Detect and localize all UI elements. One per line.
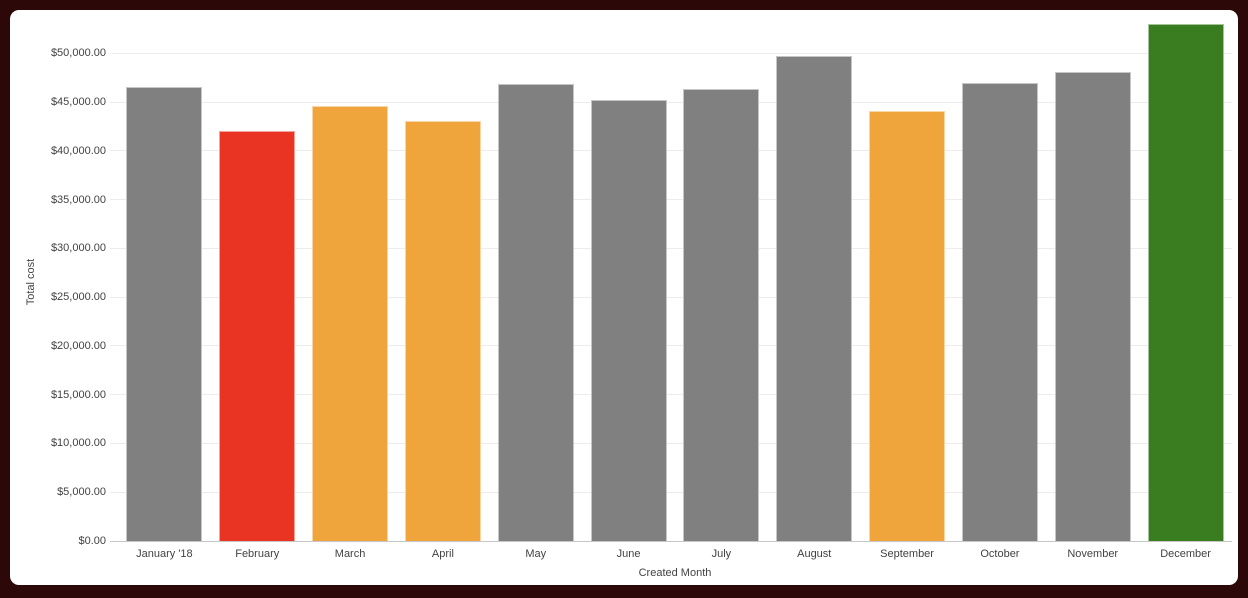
bar-june[interactable]	[590, 100, 667, 541]
bar-april[interactable]	[404, 120, 481, 541]
chart-tile: Total cost $0.00 $5,000.00 $10,000.00 $15,0…	[10, 10, 1238, 585]
x-tick-label: April	[431, 548, 454, 560]
x-tick-label: March	[334, 548, 366, 560]
y-tick-label: $5,000.00	[57, 486, 106, 499]
plot-area	[110, 24, 1232, 542]
bar-may[interactable]	[497, 83, 574, 541]
y-tick-label: $25,000.00	[50, 291, 106, 304]
x-tick-label: October	[980, 548, 1020, 560]
gridline	[110, 540, 1232, 542]
bar-july[interactable]	[683, 89, 760, 541]
gridline	[110, 345, 1232, 347]
y-tick-label: $50,000.00	[50, 47, 106, 60]
x-tick-label: February	[235, 548, 280, 560]
bar-october[interactable]	[961, 82, 1038, 541]
gridline	[110, 247, 1232, 249]
bar-november[interactable]	[1054, 71, 1131, 541]
x-tick-label: January '18	[136, 548, 193, 560]
x-tick-label: August	[797, 548, 832, 560]
x-tick-label: May	[525, 548, 547, 560]
gridline	[110, 296, 1232, 298]
x-tick-label: November	[1067, 548, 1119, 560]
bar-february[interactable]	[219, 131, 296, 541]
x-tick-label: June	[616, 548, 641, 560]
y-tick-label: $30,000.00	[50, 242, 106, 255]
x-axis-tick-labels: January '18 February March April May June July…	[118, 548, 1232, 562]
gridline	[110, 394, 1232, 396]
bar-january-18[interactable]	[126, 87, 203, 541]
y-axis-tick-labels: $0.00 $5,000.00 $10,000.00 $15,000.00 $20,00…	[10, 24, 106, 547]
y-tick-label: $20,000.00	[50, 339, 106, 352]
y-tick-label: $45,000.00	[50, 96, 106, 109]
y-tick-label: $40,000.00	[50, 144, 106, 157]
gridline	[110, 442, 1232, 444]
y-tick-label: $35,000.00	[50, 193, 106, 206]
gridline	[110, 101, 1232, 103]
x-tick-label: December	[1160, 548, 1211, 560]
gridline	[110, 491, 1232, 493]
gridline	[110, 52, 1232, 54]
y-tick-label: $10,000.00	[50, 437, 106, 450]
gridline	[110, 150, 1232, 152]
bar-september[interactable]	[869, 110, 946, 541]
x-tick-label: September	[880, 548, 934, 560]
bar-august[interactable]	[776, 56, 853, 541]
y-tick-label: $0.00	[78, 535, 106, 547]
bar-december[interactable]	[1147, 24, 1224, 541]
x-axis-title: Created Month	[638, 567, 712, 579]
x-tick-label: July	[711, 548, 732, 560]
gridline	[110, 199, 1232, 201]
bar-march[interactable]	[312, 105, 389, 541]
y-tick-label: $15,000.00	[50, 388, 106, 401]
